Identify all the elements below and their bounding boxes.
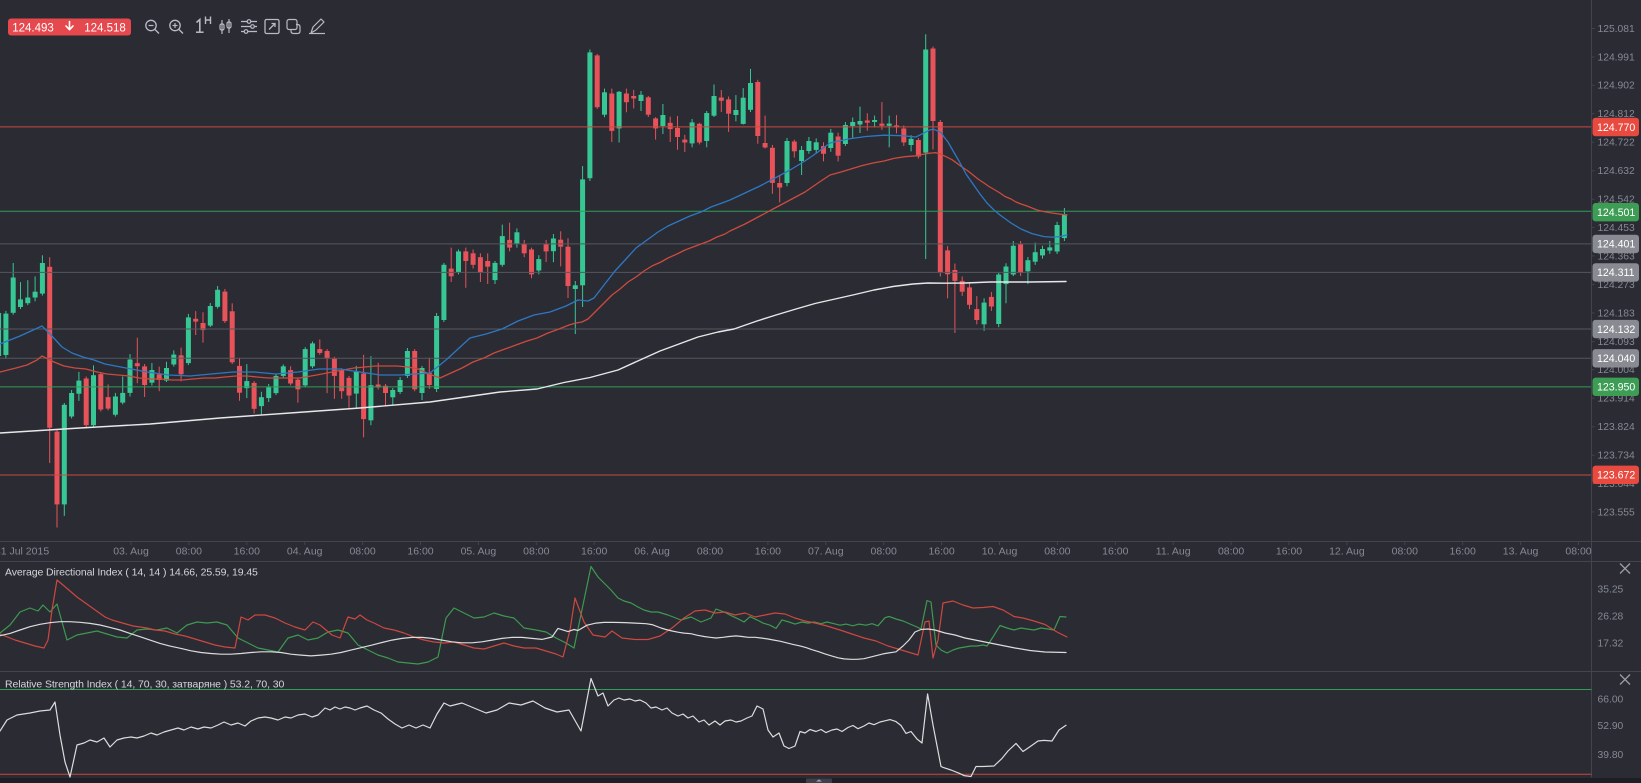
svg-text:13. Aug: 13. Aug xyxy=(1503,546,1539,558)
svg-text:31 Jul 2015: 31 Jul 2015 xyxy=(0,546,49,558)
svg-text:123.644: 123.644 xyxy=(1598,479,1635,490)
svg-text:124.363: 124.363 xyxy=(1598,251,1635,262)
svg-text:124.004: 124.004 xyxy=(1598,365,1635,376)
svg-text:124.401: 124.401 xyxy=(1597,239,1635,251)
svg-text:124.501: 124.501 xyxy=(1597,207,1635,219)
svg-text:124.722: 124.722 xyxy=(1598,138,1635,149)
svg-text:16:00: 16:00 xyxy=(581,546,607,558)
svg-text:123.734: 123.734 xyxy=(1598,451,1635,462)
svg-text:123.950: 123.950 xyxy=(1597,382,1635,394)
svg-text:16:00: 16:00 xyxy=(407,546,433,558)
svg-text:08:00: 08:00 xyxy=(1218,546,1244,558)
svg-text:124.632: 124.632 xyxy=(1598,166,1635,177)
svg-text:04. Aug: 04. Aug xyxy=(287,546,323,558)
svg-text:124.453: 124.453 xyxy=(1598,223,1635,234)
svg-text:66.00: 66.00 xyxy=(1598,695,1624,706)
svg-text:124.902: 124.902 xyxy=(1598,81,1635,92)
svg-text:Relative Strength Index ( 14,: Relative Strength Index ( 14, 70, 30, за… xyxy=(5,679,284,691)
svg-text:123.672: 123.672 xyxy=(1597,470,1635,482)
svg-text:124.518: 124.518 xyxy=(84,23,126,35)
svg-text:123.555: 123.555 xyxy=(1598,507,1635,518)
svg-text:16:00: 16:00 xyxy=(1102,546,1128,558)
svg-text:08:00: 08:00 xyxy=(349,546,375,558)
svg-text:124.132: 124.132 xyxy=(1597,324,1635,336)
svg-text:10. Aug: 10. Aug xyxy=(982,546,1018,558)
svg-text:06. Aug: 06. Aug xyxy=(634,546,670,558)
svg-text:124.991: 124.991 xyxy=(1598,53,1635,64)
svg-text:16:00: 16:00 xyxy=(1450,546,1476,558)
svg-text:124.093: 124.093 xyxy=(1598,337,1635,348)
svg-text:124.542: 124.542 xyxy=(1598,195,1635,206)
svg-text:124.040: 124.040 xyxy=(1597,353,1635,365)
svg-text:12. Aug: 12. Aug xyxy=(1329,546,1365,558)
svg-text:03. Aug: 03. Aug xyxy=(113,546,149,558)
svg-text:123.914: 123.914 xyxy=(1598,394,1635,405)
svg-text:16:00: 16:00 xyxy=(755,546,781,558)
svg-text:08:00: 08:00 xyxy=(176,546,202,558)
svg-text:08:00: 08:00 xyxy=(871,546,897,558)
svg-text:08:00: 08:00 xyxy=(1044,546,1070,558)
svg-text:124.273: 124.273 xyxy=(1598,280,1635,291)
svg-text:07. Aug: 07. Aug xyxy=(808,546,844,558)
svg-text:08:00: 08:00 xyxy=(1565,546,1591,558)
svg-text:124.812: 124.812 xyxy=(1598,109,1635,120)
svg-text:124.493: 124.493 xyxy=(12,23,54,35)
svg-text:16:00: 16:00 xyxy=(1276,546,1302,558)
svg-text:08:00: 08:00 xyxy=(697,546,723,558)
svg-text:39.80: 39.80 xyxy=(1598,750,1624,761)
svg-text:123.824: 123.824 xyxy=(1598,422,1635,433)
svg-text:16:00: 16:00 xyxy=(234,546,260,558)
svg-text:124.311: 124.311 xyxy=(1597,267,1635,279)
svg-text:08:00: 08:00 xyxy=(523,546,549,558)
svg-text:08:00: 08:00 xyxy=(1392,546,1418,558)
svg-text:17.32: 17.32 xyxy=(1598,639,1624,650)
svg-text:124.183: 124.183 xyxy=(1598,309,1635,320)
svg-text:05. Aug: 05. Aug xyxy=(461,546,497,558)
svg-text:Average Directional Index ( 14: Average Directional Index ( 14, 14 ) 14.… xyxy=(5,567,258,579)
svg-text:16:00: 16:00 xyxy=(928,546,954,558)
svg-text:52.90: 52.90 xyxy=(1598,721,1624,732)
svg-text:125.081: 125.081 xyxy=(1598,24,1635,35)
svg-text:35.25: 35.25 xyxy=(1598,585,1624,596)
svg-text:26.28: 26.28 xyxy=(1598,612,1624,623)
svg-text:124.770: 124.770 xyxy=(1597,122,1635,134)
svg-text:11. Aug: 11. Aug xyxy=(1156,546,1191,558)
